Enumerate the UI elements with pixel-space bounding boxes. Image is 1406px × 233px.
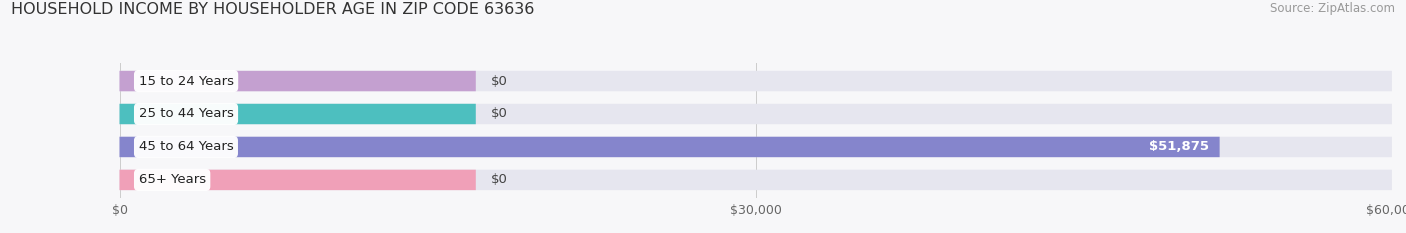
FancyBboxPatch shape [120,71,1392,91]
Text: $0: $0 [491,75,508,88]
Text: Source: ZipAtlas.com: Source: ZipAtlas.com [1270,2,1395,15]
Text: 15 to 24 Years: 15 to 24 Years [139,75,233,88]
Text: HOUSEHOLD INCOME BY HOUSEHOLDER AGE IN ZIP CODE 63636: HOUSEHOLD INCOME BY HOUSEHOLDER AGE IN Z… [11,2,534,17]
FancyBboxPatch shape [120,71,475,91]
Text: 65+ Years: 65+ Years [139,173,205,186]
FancyBboxPatch shape [120,104,475,124]
Text: $0: $0 [491,173,508,186]
Text: 25 to 44 Years: 25 to 44 Years [139,107,233,120]
FancyBboxPatch shape [120,104,1392,124]
FancyBboxPatch shape [120,137,1392,157]
FancyBboxPatch shape [120,137,1219,157]
Text: 45 to 64 Years: 45 to 64 Years [139,140,233,154]
Text: $51,875: $51,875 [1150,140,1209,154]
Text: $0: $0 [491,107,508,120]
FancyBboxPatch shape [120,170,475,190]
FancyBboxPatch shape [120,170,1392,190]
